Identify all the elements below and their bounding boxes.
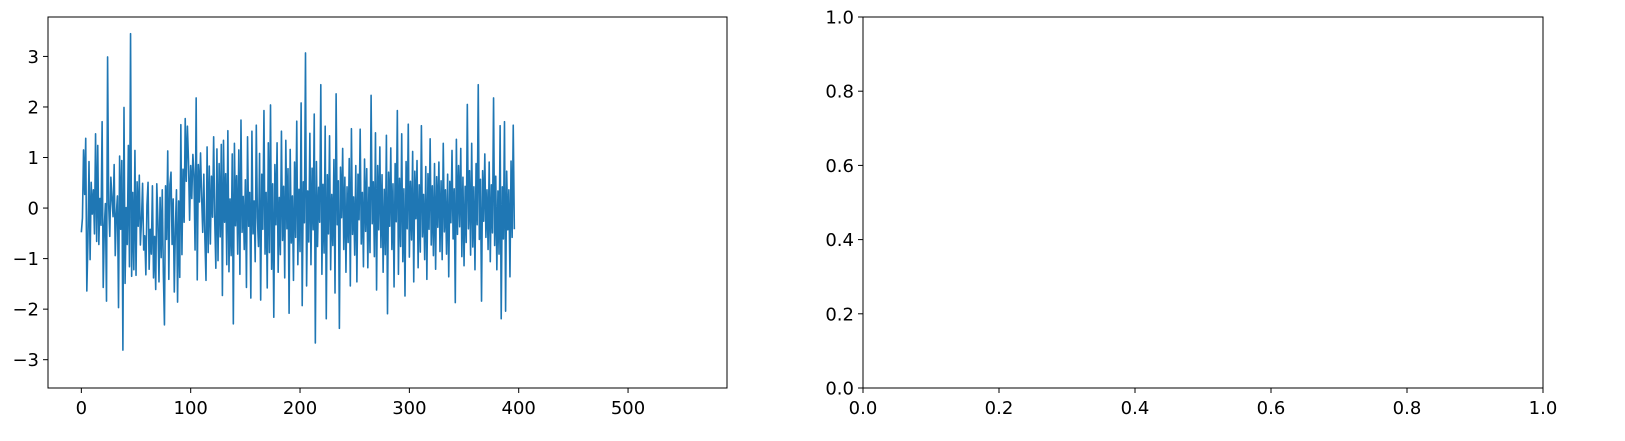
left-plot-area [80,32,516,351]
right-y-tick-label: 0.8 [825,82,854,103]
left-axes-frame [47,16,728,389]
right-y-tick-label: 1.0 [825,8,854,29]
right-axes: 0.0 0.2 0.4 0.6 0.8 1.0 0.0 0.2 0.4 0.6 0.8 1.0 [825,8,1557,420]
right-x-axis: 0.0 0.2 0.4 0.6 0.8 1.0 [849,388,1558,419]
right-x-tick-label: 0.0 [849,398,878,419]
right-axes-frame [862,16,1544,389]
left-y-tick-label: 3 [28,47,39,68]
left-x-tick-label: 200 [283,398,317,419]
right-y-tick-label: 0.2 [825,304,854,325]
left-x-tick-label: 400 [502,398,536,419]
left-x-tick-label: 0 [76,398,87,419]
right-x-tick-label: 0.4 [1121,398,1150,419]
left-x-tick-label: 300 [392,398,426,419]
left-y-tick-label: 0 [28,199,39,220]
left-y-tick-label: −3 [12,350,39,371]
right-x-tick-label: 0.6 [1257,398,1286,419]
left-y-tick-label: 2 [28,97,39,118]
left-y-tick-label: −2 [12,300,39,321]
left-x-axis: 0 100 200 300 400 500 [76,388,645,419]
left-y-tick-label: −1 [12,249,39,270]
right-x-tick-label: 1.0 [1529,398,1558,419]
right-y-tick-label: 0.6 [825,156,854,177]
left-y-axis: −3 −2 −1 0 1 2 3 [12,47,48,371]
right-x-tick-label: 0.8 [1393,398,1422,419]
series-line [80,32,516,351]
left-axes: 0 100 200 300 400 500 −3 −2 −1 0 1 2 3 [12,16,728,419]
left-x-tick-label: 500 [611,398,645,419]
left-x-tick-label: 100 [174,398,208,419]
right-x-tick-label: 0.2 [985,398,1014,419]
right-y-tick-label: 0.0 [825,379,854,400]
right-y-tick-label: 0.4 [825,230,854,251]
right-y-axis: 0.0 0.2 0.4 0.6 0.8 1.0 [825,8,863,400]
left-y-tick-label: 1 [28,148,39,169]
